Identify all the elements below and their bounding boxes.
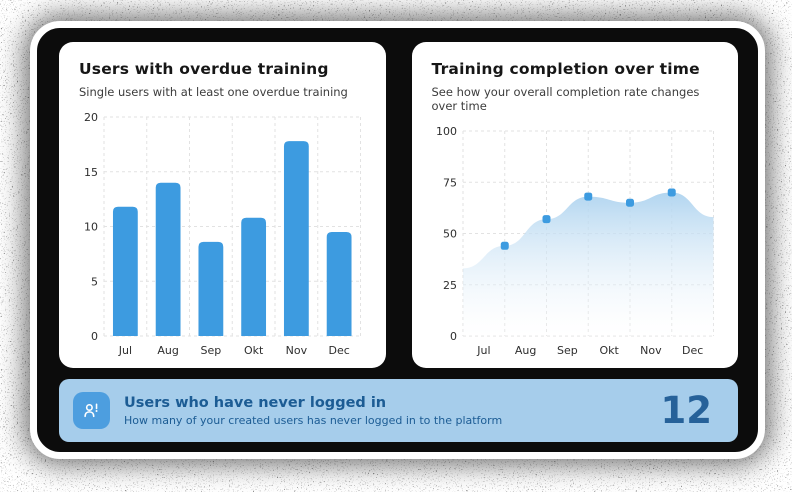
bar-Okt[interactable] (241, 217, 267, 336)
never-logged-in-count: 12 (660, 389, 713, 432)
data-point-marker[interactable] (583, 192, 592, 201)
x-tick-label: Jul (118, 344, 132, 357)
x-tick-label: Dec (681, 344, 702, 357)
y-tick-label: 75 (443, 176, 457, 189)
dashboard-window: Users with overdue training Single users… (30, 21, 765, 459)
x-tick-label: Sep (201, 344, 222, 357)
banner-text-block: Users who have never logged in How many … (124, 395, 502, 427)
bar-Aug[interactable] (155, 182, 181, 336)
x-tick-label: Aug (157, 344, 178, 357)
bar-Dec[interactable] (326, 231, 352, 336)
x-tick-label: Nov (286, 344, 308, 357)
x-tick-label: Okt (244, 344, 264, 357)
overdue-card-title: Users with overdue training (79, 60, 329, 78)
y-tick-label: 100 (436, 125, 457, 138)
banner-title: Users who have never logged in (124, 394, 387, 411)
x-tick-label: Okt (599, 344, 619, 357)
user-alert-icon (73, 392, 110, 429)
y-tick-label: 20 (84, 111, 98, 124)
y-tick-label: 50 (443, 228, 457, 241)
bar-Nov[interactable] (283, 141, 309, 336)
y-tick-label: 25 (443, 279, 457, 292)
x-tick-label: Aug (514, 344, 535, 357)
y-tick-label: 10 (84, 221, 98, 234)
data-point-marker[interactable] (541, 215, 550, 224)
completion-card-title: Training completion over time (431, 60, 700, 78)
y-tick-label: 5 (91, 275, 98, 288)
data-point-marker[interactable] (500, 241, 509, 250)
y-tick-label: 0 (91, 330, 98, 343)
banner-subtitle: How many of your created users has never… (124, 413, 503, 427)
completion-area (462, 192, 713, 336)
y-tick-label: 15 (84, 166, 98, 179)
x-tick-label: Sep (557, 344, 578, 357)
x-tick-label: Nov (640, 344, 662, 357)
data-point-marker[interactable] (667, 188, 676, 197)
completion-area-chart[interactable]: 0 25 50 75 100 Jul Aug Sep Okt Nov Dec (432, 123, 719, 362)
completion-card-subtitle: See how your overall completion rate cha… (431, 85, 700, 113)
data-point-marker[interactable] (625, 198, 634, 207)
completion-over-time-card: Training completion over time See how yo… (411, 42, 738, 368)
x-tick-label: Dec (328, 344, 349, 357)
bar-Sep[interactable] (198, 241, 224, 336)
overdue-training-card: Users with overdue training Single users… (59, 42, 386, 368)
x-tick-label: Jul (476, 344, 490, 357)
overdue-card-subtitle: Single users with at least one overdue t… (79, 85, 348, 99)
overdue-bar-chart[interactable]: 0 5 10 15 20 Jul Aug Sep Okt Nov Dec (79, 109, 366, 362)
y-tick-label: 0 (450, 330, 457, 343)
never-logged-in-banner[interactable]: Users who have never logged in How many … (59, 379, 738, 442)
bar-Jul[interactable] (112, 206, 138, 336)
charts-row: Users with overdue training Single users… (59, 42, 738, 368)
